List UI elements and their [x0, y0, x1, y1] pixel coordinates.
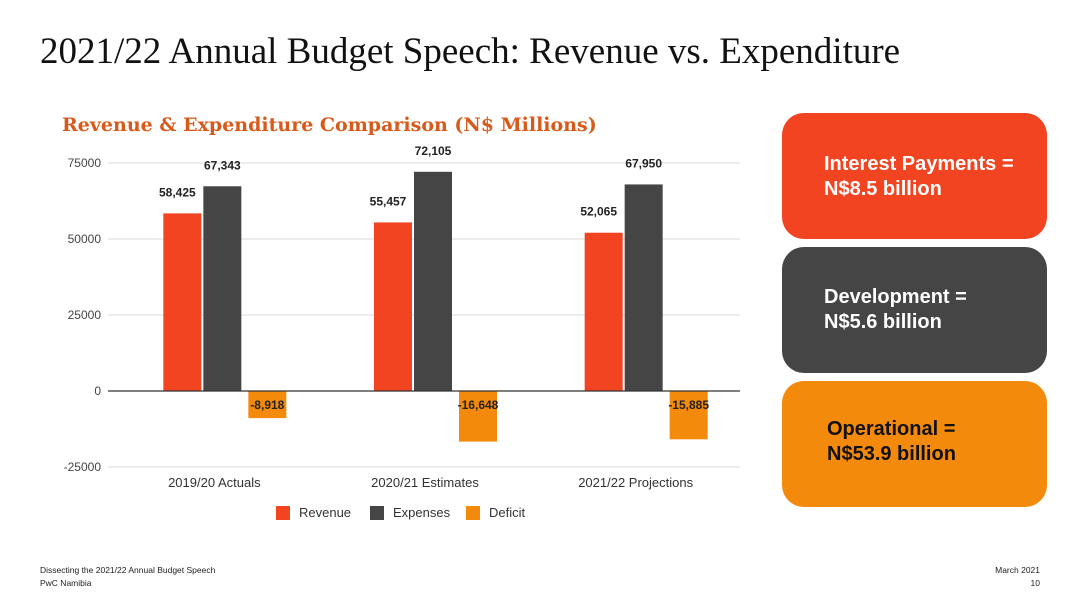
- data-label-expenses: 67,343: [204, 158, 241, 172]
- interest-payments-label: Interest Payments =: [824, 153, 1014, 175]
- x-category-label: 2020/21 Estimates: [371, 475, 479, 490]
- legend-label-deficit: Deficit: [489, 505, 526, 520]
- legend-swatch-expenses: [370, 506, 384, 520]
- data-label-deficit: -15,885: [668, 398, 709, 412]
- footer-presentation-title: Dissecting the 2021/22 Annual Budget Spe…: [40, 565, 216, 575]
- operational-label: Operational =: [827, 418, 956, 440]
- development-label: Development =: [824, 286, 967, 308]
- bar-deficit: [669, 391, 708, 440]
- chart-title: Revenue & Expenditure Comparison (N$ Mil…: [62, 114, 597, 136]
- y-tick-label: 0: [94, 384, 101, 398]
- operational-value: N$53.9 billion: [827, 443, 956, 465]
- interest-payments-card: Interest Payments = N$8.5 billion: [782, 113, 1047, 239]
- y-tick-label: 25000: [68, 308, 102, 322]
- bar-expenses: [624, 184, 663, 391]
- data-label-revenue: 52,065: [580, 205, 617, 219]
- data-label-expenses: 72,105: [415, 144, 452, 158]
- bar-deficit: [248, 391, 287, 419]
- data-label-deficit: -16,648: [458, 398, 499, 412]
- legend-swatch-revenue: [276, 506, 290, 520]
- legend-label-revenue: Revenue: [299, 505, 351, 520]
- bar-revenue: [163, 213, 202, 391]
- footer-page-number: 10: [1030, 578, 1040, 588]
- bar-expenses: [203, 186, 242, 391]
- legend-label-expenses: Expenses: [393, 505, 451, 520]
- slide-title: 2021/22 Annual Budget Speech: Revenue vs…: [40, 31, 901, 72]
- data-label-revenue: 58,425: [159, 185, 196, 199]
- operational-card: Operational = N$53.9 billion: [782, 381, 1047, 507]
- bar-revenue: [584, 232, 623, 391]
- development-card: Development = N$5.6 billion: [782, 247, 1047, 373]
- interest-payments-value: N$8.5 billion: [824, 178, 942, 200]
- data-label-expenses: 67,950: [625, 156, 662, 170]
- bar-deficit: [459, 391, 497, 442]
- bar-revenue: [374, 222, 412, 391]
- footer-date: March 2021: [995, 565, 1040, 575]
- y-tick-label: -25000: [64, 460, 102, 474]
- footer-organization: PwC Namibia: [40, 578, 92, 588]
- x-category-label: 2019/20 Actuals: [168, 475, 261, 490]
- development-value: N$5.6 billion: [824, 311, 942, 333]
- bar-expenses: [414, 171, 452, 391]
- data-label-deficit: -8,918: [250, 398, 284, 412]
- legend-swatch-deficit: [466, 506, 480, 520]
- bar-chart: 58,425 67,343 -8,918 55,457 72,105 -16,648 52,…: [64, 144, 740, 520]
- x-category-label: 2021/22 Projections: [578, 475, 693, 490]
- y-tick-label: 75000: [68, 156, 102, 170]
- data-label-revenue: 55,457: [370, 194, 407, 208]
- y-tick-label: 50000: [68, 232, 102, 246]
